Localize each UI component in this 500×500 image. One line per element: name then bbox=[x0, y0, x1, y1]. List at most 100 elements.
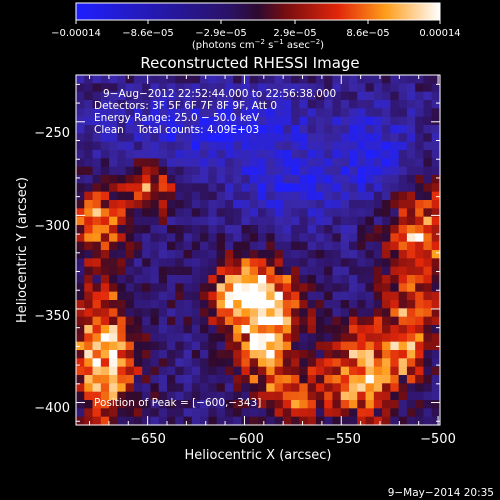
heatmap-cell bbox=[431, 275, 441, 284]
heatmap-cell bbox=[398, 408, 408, 418]
heatmap-cell bbox=[150, 391, 160, 401]
heatmap-cell bbox=[142, 183, 152, 193]
heatmap-cell bbox=[266, 391, 276, 401]
heatmap-cell bbox=[76, 191, 85, 201]
heatmap-cell bbox=[142, 308, 152, 318]
heatmap-cell bbox=[431, 158, 441, 168]
heatmap-cell bbox=[216, 333, 226, 343]
heatmap-cell bbox=[76, 316, 85, 326]
heatmap-cell bbox=[84, 158, 94, 168]
heatmap-cell bbox=[390, 116, 400, 126]
heatmap-cell bbox=[406, 108, 416, 118]
heatmap-cell bbox=[133, 225, 143, 234]
heatmap-cell bbox=[299, 283, 309, 293]
heatmap-cell bbox=[406, 250, 416, 259]
heatmap-cell bbox=[340, 283, 350, 293]
heatmap-cell bbox=[150, 350, 160, 359]
heatmap-cell bbox=[332, 100, 342, 109]
heatmap-cell bbox=[382, 300, 391, 309]
heatmap-cell bbox=[76, 141, 85, 151]
heatmap-cell bbox=[150, 325, 160, 334]
heatmap-cell bbox=[349, 258, 358, 268]
heatmap-cell bbox=[415, 291, 425, 301]
heatmap-cell bbox=[258, 75, 267, 84]
heatmap-cell bbox=[100, 316, 110, 326]
heatmap-cell bbox=[349, 408, 358, 418]
heatmap-cell bbox=[249, 350, 259, 359]
heatmap-cell bbox=[142, 408, 152, 418]
heatmap-cell bbox=[398, 275, 408, 284]
heatmap-cell bbox=[208, 233, 218, 243]
heatmap-cell bbox=[191, 250, 201, 259]
heatmap-cell bbox=[233, 366, 243, 376]
heatmap-cell bbox=[258, 216, 267, 226]
heatmap-cell bbox=[117, 225, 127, 234]
heatmap-cell bbox=[406, 191, 416, 201]
heatmap-cell bbox=[142, 141, 152, 151]
heatmap-cell bbox=[117, 208, 127, 218]
heatmap-cell bbox=[92, 158, 102, 168]
heatmap-cell bbox=[175, 408, 185, 418]
heatmap-cell bbox=[117, 91, 127, 101]
heatmap-cell bbox=[158, 241, 168, 251]
heatmap-cell bbox=[398, 75, 408, 84]
heatmap-cell bbox=[340, 416, 350, 426]
heatmap-cell bbox=[100, 200, 110, 209]
heatmap-cell bbox=[175, 258, 185, 268]
heatmap-cell bbox=[76, 150, 85, 159]
heatmap-cell bbox=[233, 400, 243, 409]
heatmap-cell bbox=[266, 225, 276, 234]
heatmap-cell bbox=[431, 91, 441, 101]
heatmap-cell bbox=[406, 416, 416, 426]
heatmap-cell bbox=[291, 350, 300, 359]
heatmap-cell bbox=[357, 250, 367, 259]
heatmap-cell bbox=[117, 250, 127, 259]
heatmap-cell bbox=[406, 325, 416, 334]
heatmap-cell bbox=[266, 333, 276, 343]
heatmap-cell bbox=[340, 166, 350, 176]
heatmap-cell bbox=[258, 325, 267, 334]
heatmap-cell bbox=[274, 141, 284, 151]
heatmap-cell bbox=[92, 91, 102, 101]
heatmap-cell bbox=[125, 208, 135, 218]
heatmap-cell bbox=[249, 275, 259, 284]
heatmap-cell bbox=[415, 200, 425, 209]
heatmap-cell bbox=[125, 108, 135, 118]
heatmap-cell bbox=[208, 166, 218, 176]
heatmap-cell bbox=[241, 241, 251, 251]
heatmap-cell bbox=[291, 91, 300, 101]
heatmap-cell bbox=[233, 75, 243, 84]
heatmap-cell bbox=[332, 133, 342, 143]
heatmap-cell bbox=[415, 391, 425, 401]
heatmap-cell bbox=[233, 258, 243, 268]
heatmap-cell bbox=[76, 416, 85, 426]
heatmap-cell bbox=[249, 341, 259, 351]
heatmap-cell bbox=[307, 141, 317, 151]
heatmap-cell bbox=[224, 191, 234, 201]
heatmap-cell bbox=[249, 191, 259, 201]
heatmap-cell bbox=[415, 383, 425, 393]
heatmap-cell bbox=[233, 416, 243, 426]
y-axis-label: Heliocentric Y (arcsec) bbox=[15, 177, 30, 323]
heatmap-cell bbox=[390, 200, 400, 209]
heatmap-cell bbox=[167, 275, 176, 284]
heatmap-cell bbox=[332, 333, 342, 343]
heatmap-cell bbox=[274, 216, 284, 226]
heatmap-cell bbox=[109, 366, 118, 376]
heatmap-cell bbox=[340, 83, 350, 93]
heatmap-cell bbox=[216, 233, 226, 243]
heatmap-cell bbox=[167, 241, 176, 251]
heatmap-cell bbox=[249, 175, 259, 184]
heatmap-cell bbox=[142, 283, 152, 293]
heatmap-cell bbox=[291, 400, 300, 409]
heatmap-cell bbox=[158, 108, 168, 118]
heatmap-cell bbox=[84, 416, 94, 426]
heatmap-cell bbox=[76, 183, 85, 193]
heatmap-cell bbox=[357, 266, 367, 276]
heatmap-cell bbox=[390, 325, 400, 334]
heatmap-cell bbox=[216, 158, 226, 168]
heatmap-cell bbox=[315, 191, 325, 201]
heatmap-cell bbox=[216, 200, 226, 209]
heatmap-cell bbox=[175, 91, 185, 101]
